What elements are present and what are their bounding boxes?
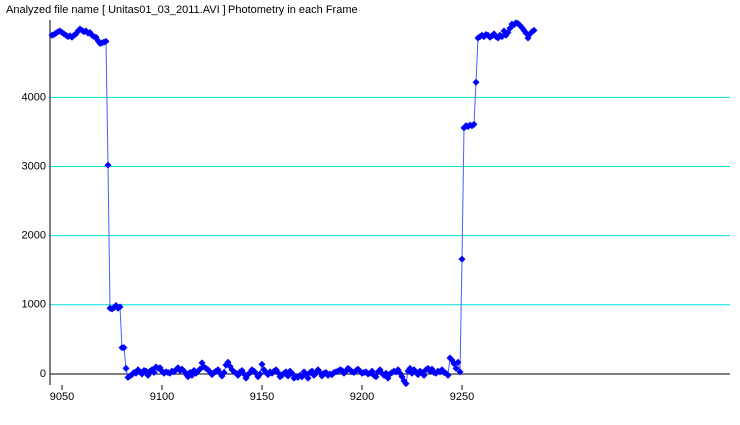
data-point [452,364,460,372]
y-tick-label: 4000 [22,91,46,103]
data-point [256,370,264,378]
data-point [458,255,466,263]
data-point [116,303,124,311]
data-point [502,31,510,39]
data-point [500,27,508,35]
x-tick-label: 9100 [150,391,174,403]
data-point [526,30,534,38]
x-tick-label: 9250 [450,391,474,403]
data-point [530,26,538,34]
data-point [150,369,158,377]
chart-subtitle: Photometry in each Frame [228,4,358,16]
y-tick-label: 0 [40,368,46,380]
data-point [472,78,480,86]
x-tick-label: 9200 [350,391,374,403]
data-point [420,371,428,379]
data-point [220,369,228,377]
data-point [102,37,110,45]
data-point [456,368,464,376]
data-point [72,30,80,38]
y-tick-label: 2000 [22,230,46,242]
data-point [304,374,312,382]
data-point [120,344,128,352]
data-point [122,364,130,372]
y-tick-label: 3000 [22,160,46,172]
chart-title: Analyzed file name [ Unitas01_03_2011.AV… [6,4,226,16]
data-point [520,26,528,34]
data-point [104,161,112,169]
data-point [258,360,266,368]
y-tick-label: 1000 [22,299,46,311]
data-point [470,120,478,128]
x-tick-label: 9150 [250,391,274,403]
data-point [444,371,452,379]
x-tick-label: 9050 [50,391,74,403]
data-point [402,380,410,388]
data-point [82,27,90,35]
data-point [454,358,462,366]
